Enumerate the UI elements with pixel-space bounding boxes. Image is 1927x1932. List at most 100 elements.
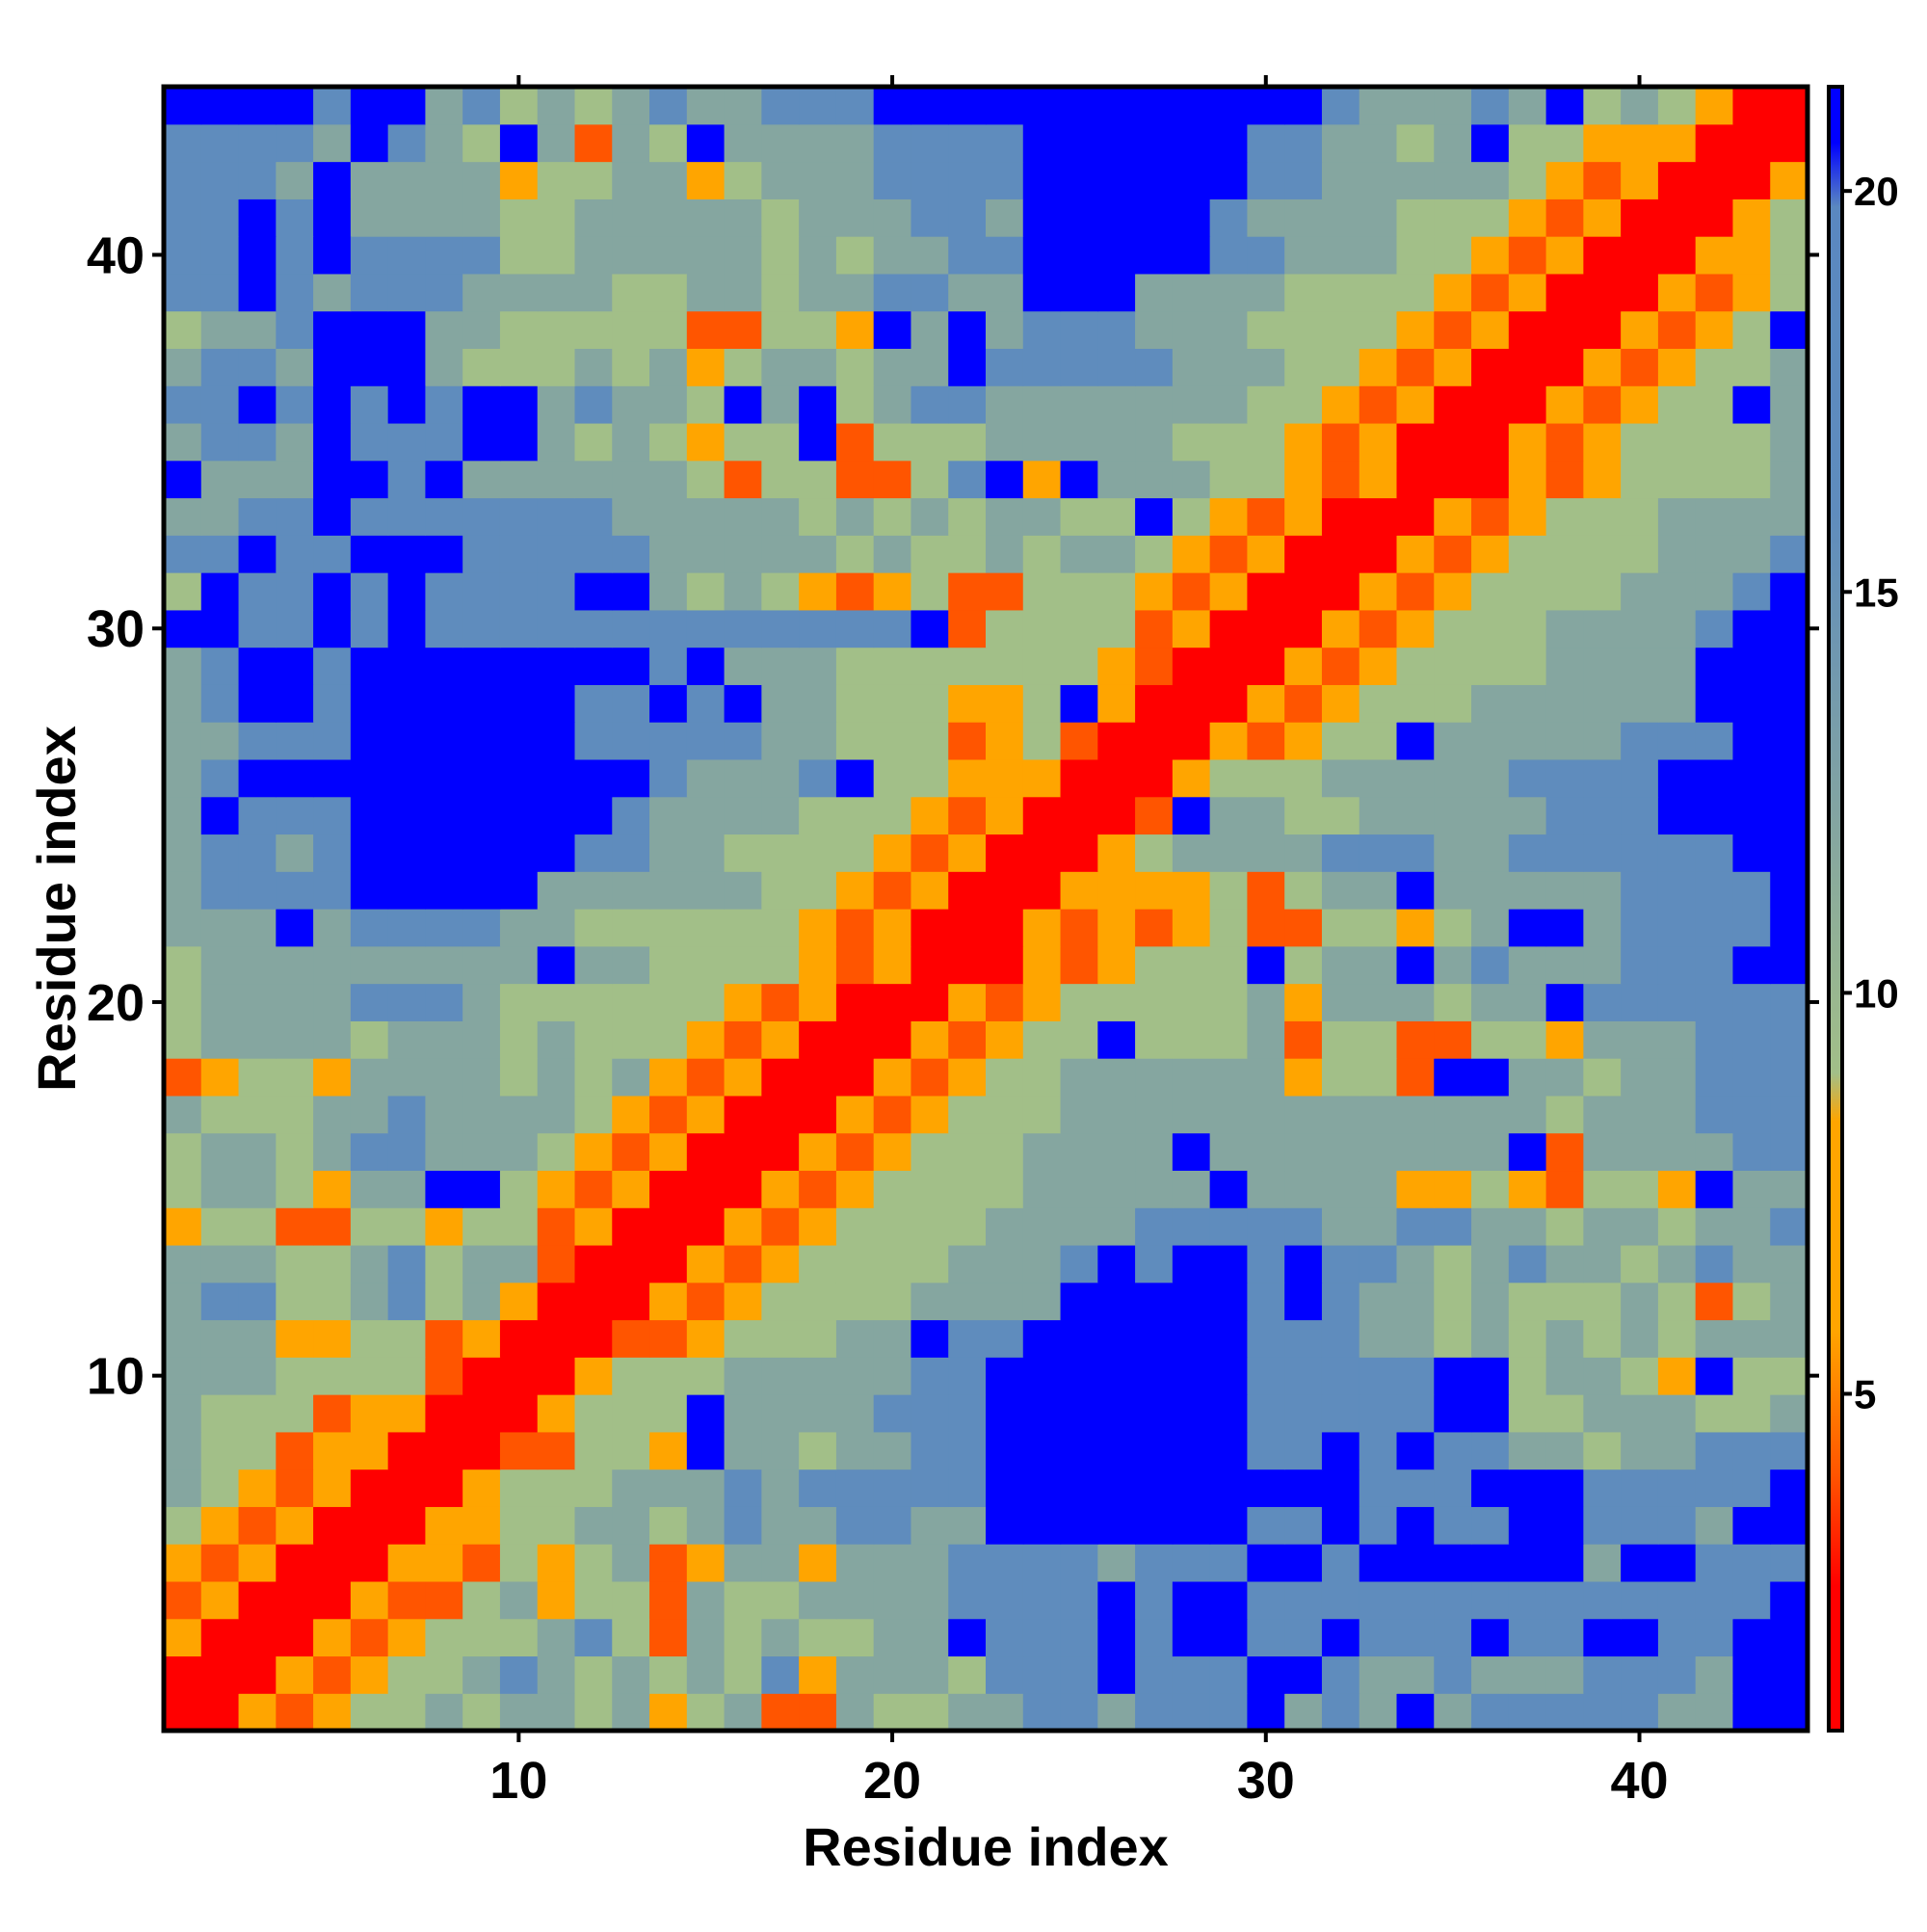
heatmap-cell xyxy=(164,87,202,125)
heatmap-cell xyxy=(686,722,726,760)
heatmap-cell xyxy=(873,1244,912,1284)
heatmap-cell xyxy=(313,460,352,499)
heatmap-cell xyxy=(537,1469,576,1507)
heatmap-cell xyxy=(761,1693,800,1732)
heatmap-cell xyxy=(1508,1319,1547,1358)
heatmap-cell xyxy=(948,1618,987,1657)
heatmap-cell xyxy=(276,1544,314,1582)
heatmap-cell xyxy=(164,945,202,985)
heatmap-cell xyxy=(724,1693,762,1732)
heatmap-cell xyxy=(1060,1319,1098,1358)
heatmap-cell xyxy=(1396,348,1435,386)
heatmap-cell xyxy=(1284,1132,1323,1172)
heatmap-cell xyxy=(911,1020,949,1059)
heatmap-cell xyxy=(462,161,501,199)
heatmap-cell xyxy=(911,161,949,199)
heatmap-cell xyxy=(1732,497,1771,536)
heatmap-cell xyxy=(1284,1207,1323,1246)
heatmap-cell xyxy=(1583,1207,1622,1246)
heatmap-cell xyxy=(1321,310,1360,350)
heatmap-cell xyxy=(350,1244,389,1284)
heatmap-cell xyxy=(986,497,1024,536)
heatmap-cell xyxy=(1732,535,1771,573)
heatmap-cell xyxy=(911,572,949,611)
heatmap-cell xyxy=(350,1618,389,1657)
heatmap-cell xyxy=(1621,198,1659,237)
heatmap-cell xyxy=(799,1132,837,1172)
heatmap-cell xyxy=(574,1170,613,1208)
colorbar-tick-label: 5 xyxy=(1854,1371,1876,1416)
heatmap-cell xyxy=(1508,684,1547,723)
heatmap-cell xyxy=(1172,1394,1211,1433)
heatmap-cell xyxy=(835,123,875,163)
heatmap-cell xyxy=(686,198,726,237)
heatmap-cell xyxy=(873,87,912,125)
heatmap-cell xyxy=(1770,1618,1808,1657)
heatmap-cell xyxy=(425,460,463,499)
heatmap-cell xyxy=(612,572,650,611)
heatmap-cell xyxy=(1508,310,1547,350)
heatmap-cell xyxy=(873,1058,912,1097)
heatmap-cell xyxy=(612,460,650,499)
heatmap-cell xyxy=(1770,87,1808,125)
heatmap-cell xyxy=(1434,1207,1472,1246)
heatmap-cell xyxy=(1284,1058,1323,1097)
heatmap-cell xyxy=(350,1394,389,1433)
heatmap-cell xyxy=(1770,198,1808,237)
heatmap-cell xyxy=(499,1020,539,1059)
heatmap-cell xyxy=(1135,1431,1174,1470)
heatmap-cell xyxy=(200,1170,240,1208)
heatmap-cell xyxy=(1321,609,1360,648)
heatmap-cell xyxy=(612,87,650,125)
heatmap-cell xyxy=(1396,1544,1435,1582)
heatmap-cell xyxy=(1209,647,1249,685)
heatmap-cell xyxy=(1545,1544,1584,1582)
heatmap-cell xyxy=(1359,497,1398,536)
heatmap-cell xyxy=(313,909,352,947)
heatmap-cell xyxy=(499,535,539,573)
x-tick-label: 20 xyxy=(863,1752,921,1810)
heatmap-cell xyxy=(948,1357,987,1395)
heatmap-cell xyxy=(911,1655,949,1694)
heatmap-cell xyxy=(499,1207,539,1246)
heatmap-cell xyxy=(911,1580,949,1620)
y-axis-label: Residue index xyxy=(26,726,87,1092)
heatmap-cell xyxy=(873,1655,912,1694)
heatmap-cell xyxy=(686,1394,726,1433)
heatmap-cell xyxy=(1135,1693,1174,1732)
heatmap-cell xyxy=(164,647,202,685)
heatmap-cell xyxy=(761,1394,800,1433)
heatmap-cell xyxy=(948,161,987,199)
heatmap-cell xyxy=(276,1282,314,1321)
heatmap-cell xyxy=(649,1020,688,1059)
heatmap-cell xyxy=(350,198,389,237)
heatmap-cell xyxy=(164,834,202,872)
heatmap-cell xyxy=(986,572,1024,611)
heatmap-cell xyxy=(649,834,688,872)
heatmap-cell xyxy=(462,1469,501,1507)
heatmap-cell xyxy=(1657,236,1697,275)
heatmap-cell xyxy=(462,647,501,685)
heatmap-cell xyxy=(499,348,539,386)
heatmap-cell xyxy=(1135,945,1174,985)
heatmap-cell xyxy=(1545,1506,1584,1545)
heatmap-cell xyxy=(1657,273,1697,312)
heatmap-cell xyxy=(1359,1618,1398,1657)
heatmap-cell xyxy=(1022,1506,1062,1545)
heatmap-cell xyxy=(1657,945,1697,985)
heatmap-cell xyxy=(499,1058,539,1097)
heatmap-cell xyxy=(911,1244,949,1284)
heatmap-cell xyxy=(1770,1170,1808,1208)
heatmap-cell xyxy=(425,348,463,386)
heatmap-cell xyxy=(1284,834,1323,872)
heatmap-cell xyxy=(686,572,726,611)
heatmap-cell xyxy=(1060,1394,1098,1433)
heatmap-cell xyxy=(1508,647,1547,685)
heatmap-cell xyxy=(1396,1207,1435,1246)
heatmap-cell xyxy=(1695,909,1734,947)
heatmap-cell xyxy=(350,385,389,424)
heatmap-cell xyxy=(1022,422,1062,462)
heatmap-cell xyxy=(1284,535,1323,573)
heatmap-cell xyxy=(1583,684,1622,723)
heatmap-cell xyxy=(537,1506,576,1545)
